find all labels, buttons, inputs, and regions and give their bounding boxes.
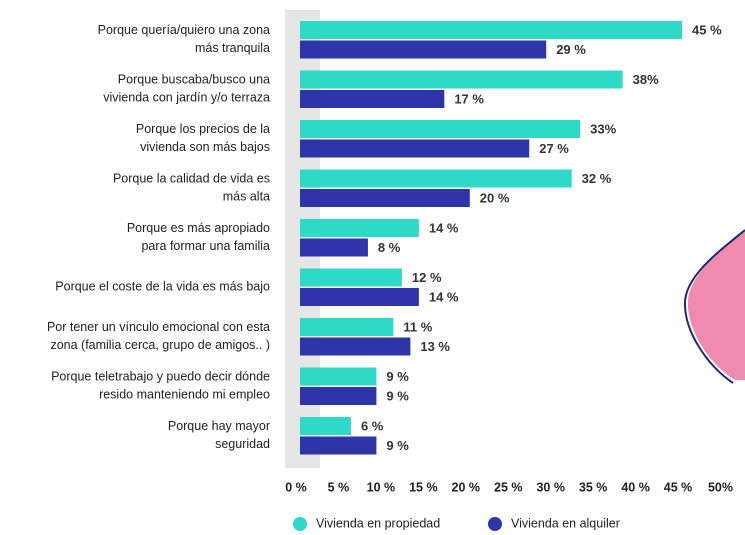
x-tick-label: 15 % [409, 480, 438, 494]
value-label: 8 % [378, 240, 401, 255]
category-label: seguridad [215, 437, 270, 451]
bar [300, 238, 368, 257]
bar [300, 219, 419, 237]
bar [300, 318, 394, 336]
category-label: Porque teletrabajo y puedo decir dónde [51, 369, 270, 383]
legend-marker [488, 517, 502, 531]
x-tick-label: 0 % [285, 480, 307, 494]
bar [300, 288, 419, 306]
x-tick-label: 20 % [452, 480, 481, 494]
x-tick-label: 45 % [664, 480, 693, 494]
bar [300, 139, 530, 158]
value-label: 14 % [429, 220, 459, 235]
category-label: para formar una familia [141, 239, 270, 253]
bar [300, 169, 572, 188]
value-label: 38% [633, 72, 659, 87]
category-label: más alta [223, 189, 270, 203]
value-label: 11 % [403, 319, 432, 334]
bar [300, 40, 547, 59]
category-label: resido manteniendo mi empleo [99, 387, 270, 401]
legend-marker [293, 517, 307, 531]
bar [300, 70, 623, 89]
value-label: 9 % [386, 369, 409, 384]
value-label: 14 % [429, 289, 459, 304]
x-tick-label: 50% [708, 480, 733, 494]
category-label: Por tener un vínculo emocional con esta [47, 320, 270, 334]
bar [300, 387, 377, 405]
decoration-outline [683, 229, 745, 384]
bar [300, 337, 411, 356]
value-label: 27 % [539, 141, 569, 156]
category-label: Porque el coste de la vida es más bajo [55, 279, 270, 293]
category-label: Porque los precios de la [136, 122, 270, 136]
value-label: 32 % [582, 171, 612, 186]
value-label: 9 % [386, 388, 409, 403]
value-label: 17 % [454, 91, 484, 106]
value-label: 45 % [692, 22, 722, 37]
x-tick-label: 10 % [367, 480, 396, 494]
bar [300, 268, 402, 287]
category-label: Porque es más apropiado [127, 221, 270, 235]
category-label: Porque buscaba/busco una [118, 72, 270, 86]
category-label: Porque hay mayor [168, 419, 270, 433]
category-label: Porque la calidad de vida es [113, 171, 270, 185]
x-tick-label: 40 % [621, 480, 650, 494]
x-tick-label: 30 % [536, 480, 565, 494]
value-label: 20 % [480, 190, 510, 205]
bar [300, 90, 445, 108]
bar [300, 367, 377, 386]
bar [300, 417, 351, 435]
category-label: vivienda con jardín y/o terraza [103, 90, 270, 104]
category-label: más tranquila [195, 41, 270, 55]
value-label: 9 % [386, 438, 409, 453]
legend-label: Vivienda en propiedad [316, 516, 440, 530]
value-label: 33% [590, 121, 616, 136]
decoration [687, 230, 745, 380]
value-label: 12 % [412, 270, 442, 285]
category-label: vivienda son más bajos [140, 140, 270, 154]
bar [300, 436, 377, 455]
category-label: Porque quería/quiero una zona [98, 23, 270, 37]
value-label: 13 % [420, 339, 450, 354]
bar [300, 120, 581, 138]
x-tick-label: 5 % [328, 480, 350, 494]
legend-label: Vivienda en alquiler [511, 516, 620, 530]
x-tick-label: 35 % [579, 480, 608, 494]
value-label: 29 % [556, 42, 586, 57]
x-tick-label: 25 % [494, 480, 523, 494]
bar [300, 189, 470, 207]
bar [300, 21, 683, 39]
value-label: 6 % [361, 418, 384, 433]
category-label: zona (familia cerca, grupo de amigos.. ) [50, 338, 270, 352]
